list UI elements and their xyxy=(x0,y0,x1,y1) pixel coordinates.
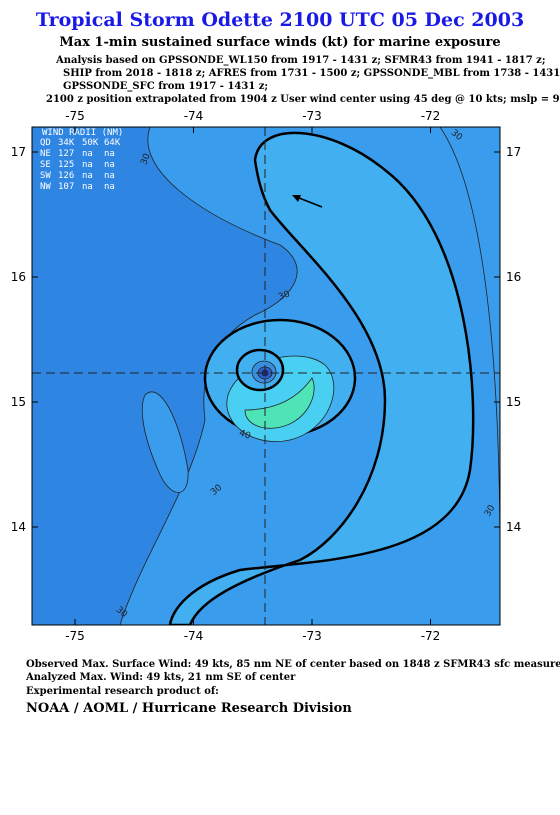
analysis-line: Analysis based on GPSSONDE_WL150 from 19… xyxy=(55,55,546,66)
lat-label: 16 xyxy=(11,270,26,284)
lat-label: 17 xyxy=(11,145,26,159)
legend-cell: 126 xyxy=(58,171,74,181)
footer-line: Experimental research product of: xyxy=(26,686,219,697)
legend-cell: na xyxy=(104,149,115,159)
legend-cell: na xyxy=(82,160,93,170)
legend-cell: SE xyxy=(40,160,51,170)
lon-label: -74 xyxy=(184,629,204,643)
contour-label: 40 xyxy=(238,428,252,441)
legend-cell: NW xyxy=(40,182,51,192)
legend-cell: 125 xyxy=(58,160,74,170)
legend-header: 34K xyxy=(58,138,75,148)
footer-line: Analyzed Max. Wind: 49 kts, 21 nm SE of … xyxy=(25,672,296,683)
legend-cell: na xyxy=(104,182,115,192)
lon-label: -75 xyxy=(65,629,85,643)
analysis-line: 2100 z position extrapolated from 1904 z… xyxy=(46,94,560,105)
legend-cell: 107 xyxy=(58,182,74,192)
legend-cell: 127 xyxy=(58,149,74,159)
lat-label: 15 xyxy=(506,395,521,409)
contour-label: 30 xyxy=(139,152,152,166)
legend-cell: SW xyxy=(40,171,51,181)
lon-label: -74 xyxy=(184,109,204,123)
lon-label: -73 xyxy=(302,629,322,643)
wind-field xyxy=(32,127,500,625)
legend-header: 50K xyxy=(82,138,99,148)
contour-label: 30 xyxy=(277,289,291,302)
title: Tropical Storm Odette 2100 UTC 05 Dec 20… xyxy=(36,9,524,31)
legend-cell: NE xyxy=(40,149,51,159)
legend-title: WIND RADII (NM) xyxy=(42,128,123,138)
map-frame xyxy=(31,126,501,626)
lon-label: -72 xyxy=(421,109,441,123)
legend-header: 64K xyxy=(104,138,121,148)
legend-cell: na xyxy=(82,182,93,192)
lat-label: 14 xyxy=(506,520,521,534)
footer-line: Observed Max. Surface Wind: 49 kts, 85 n… xyxy=(26,659,560,670)
analysis-line: SHIP from 2018 - 1818 z; AFRES from 1731… xyxy=(63,68,560,79)
lon-label: -72 xyxy=(421,629,441,643)
lat-label: 15 xyxy=(11,395,26,409)
lon-label: -73 xyxy=(302,109,322,123)
subtitle: Max 1-min sustained surface winds (kt) f… xyxy=(59,35,500,50)
organization: NOAA / AOML / Hurricane Research Divisio… xyxy=(26,701,352,716)
legend-cell: na xyxy=(104,160,115,170)
lon-label: -75 xyxy=(65,109,85,123)
legend-header: QD xyxy=(40,138,51,148)
lat-label: 16 xyxy=(506,270,521,284)
lat-label: 17 xyxy=(506,145,521,159)
legend-cell: na xyxy=(82,171,93,181)
legend-cell: na xyxy=(104,171,115,181)
analysis-line: GPSSONDE_SFC from 1917 - 1431 z; xyxy=(63,81,268,92)
lat-label: 14 xyxy=(11,520,26,534)
legend-cell: na xyxy=(82,149,93,159)
